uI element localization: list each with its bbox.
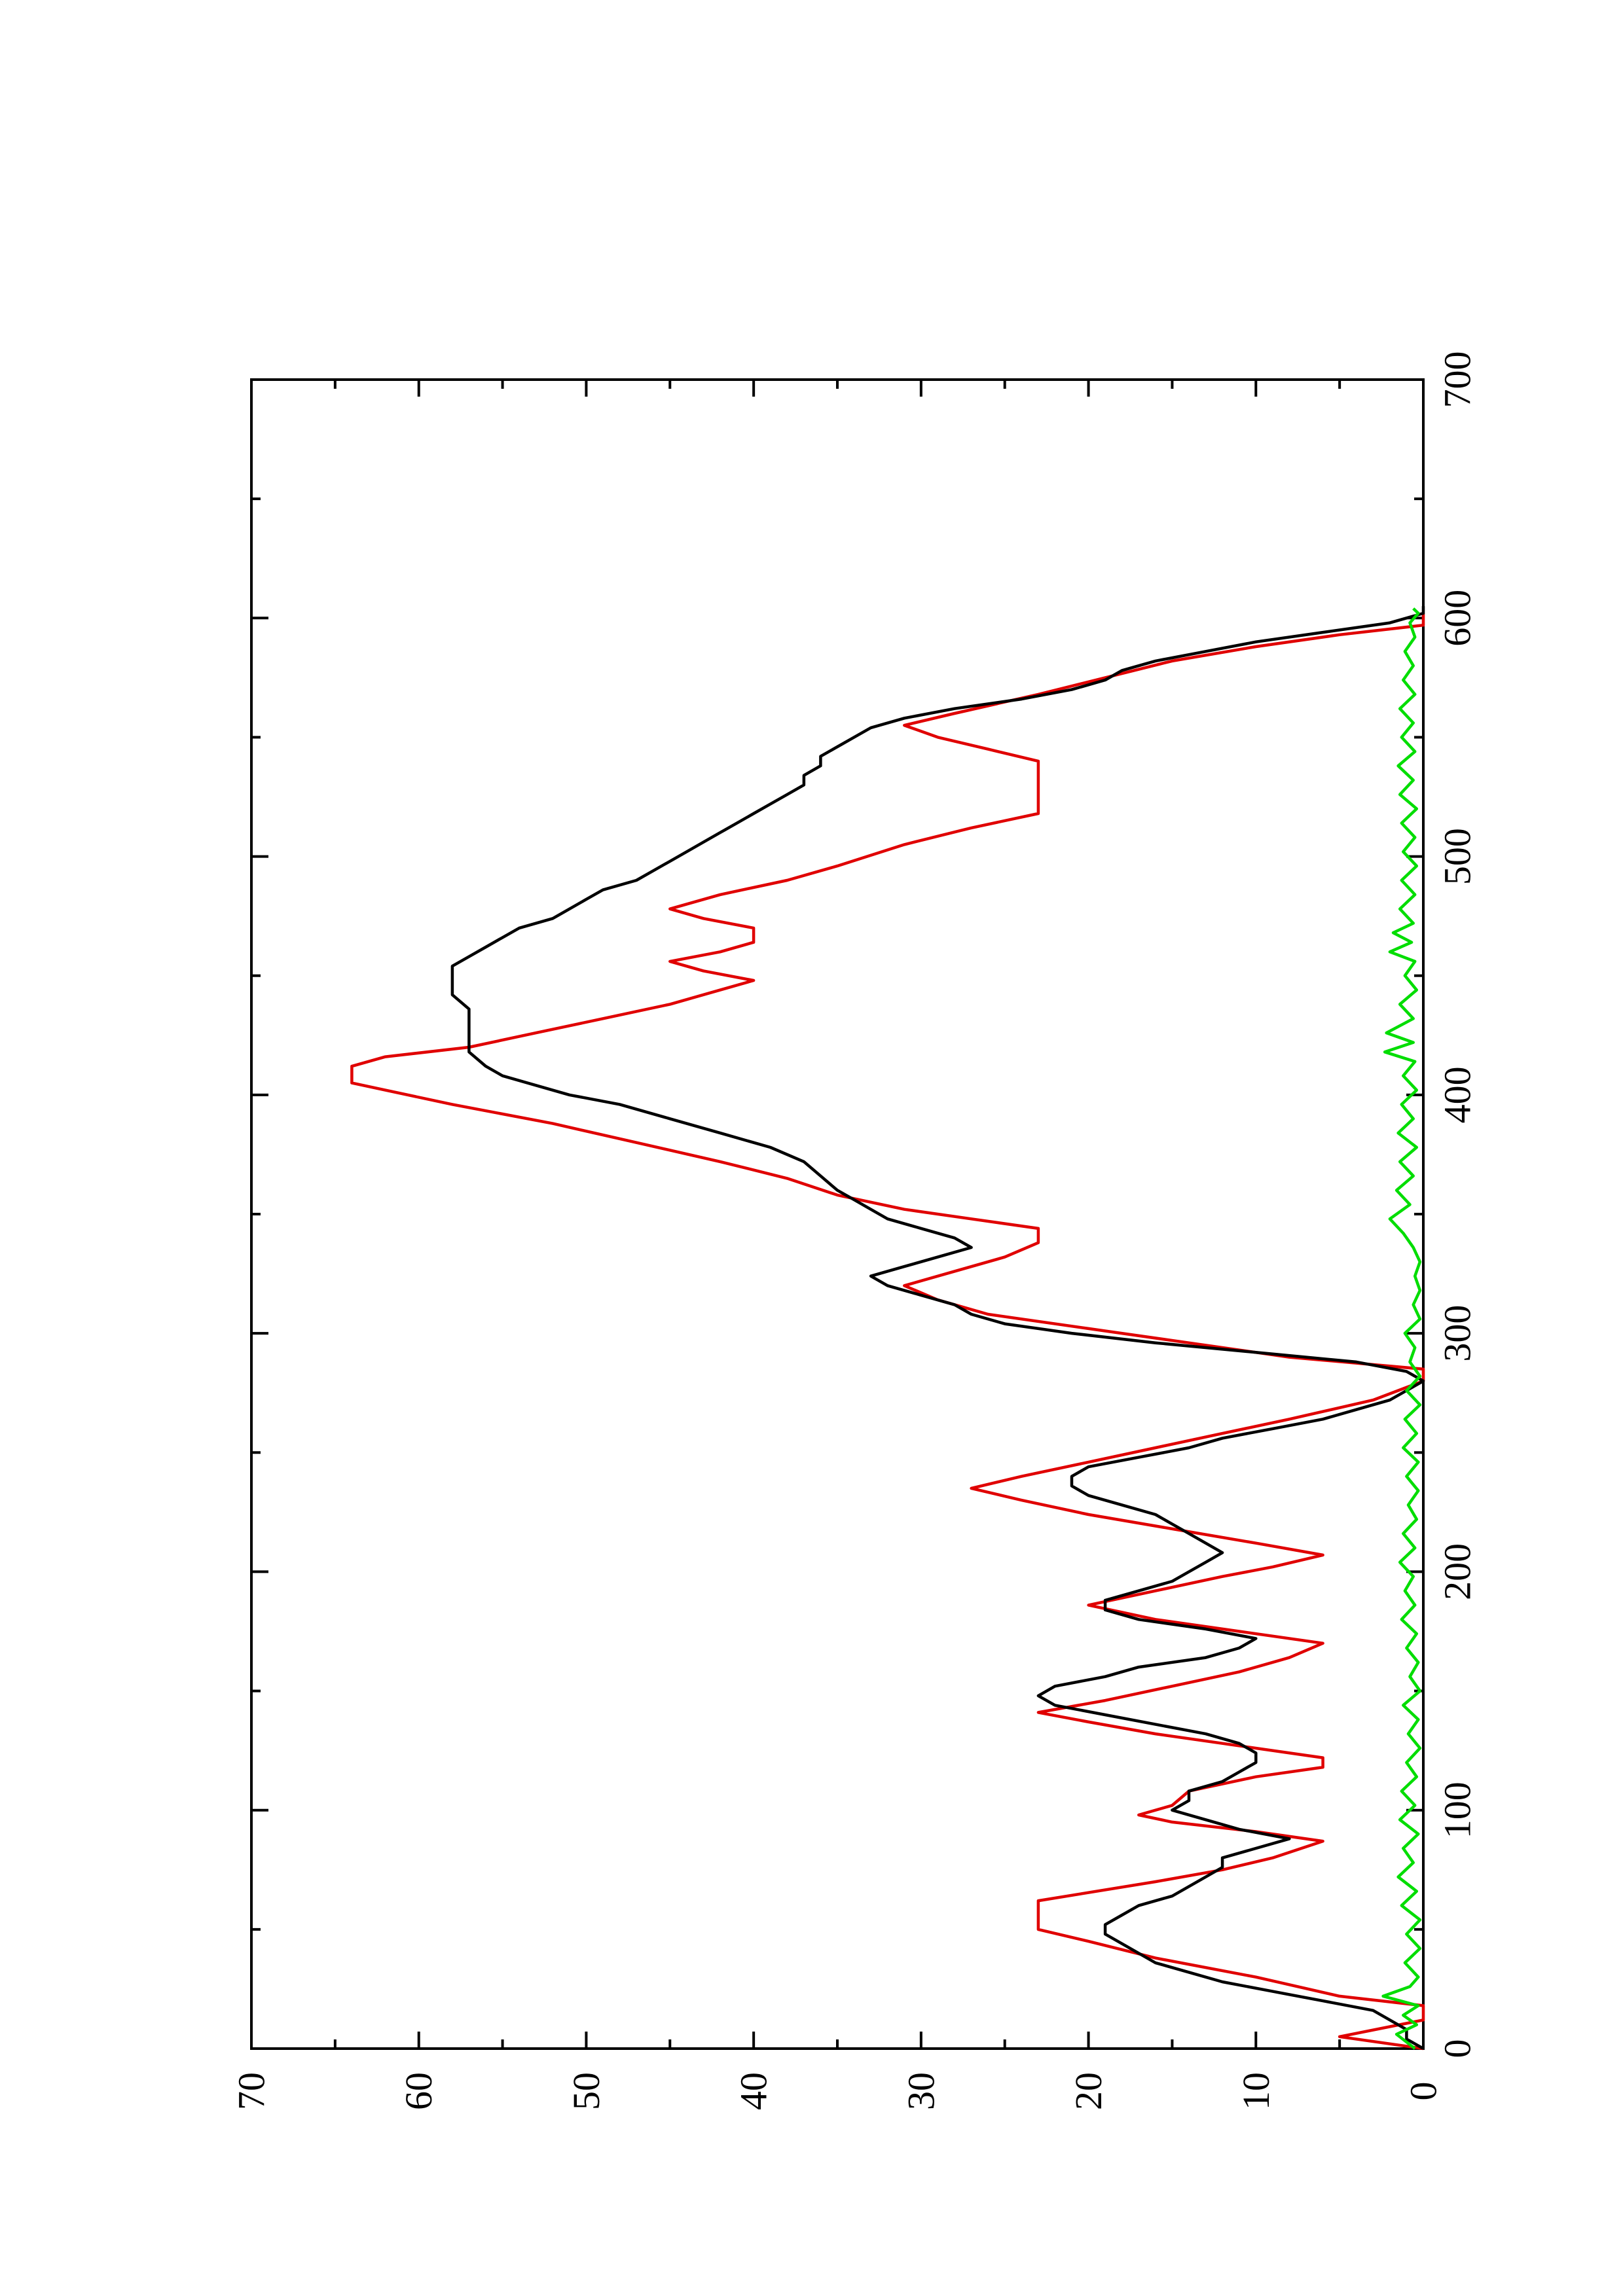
x-tick-label: 600	[1436, 590, 1479, 647]
y-tick-label: 0	[1402, 2082, 1445, 2101]
x-tick-label: 0	[1436, 2039, 1479, 2058]
plot-area	[350, 606, 1425, 2051]
y-tick-label: 50	[565, 2072, 608, 2110]
plot-frame	[250, 378, 1425, 2050]
x-tick-label: 100	[1436, 1782, 1479, 1839]
x-tick-label: 300	[1436, 1305, 1479, 1362]
series-line-2	[450, 606, 1425, 2050]
y-tick-label: 40	[733, 2072, 775, 2110]
axis-tick-labels: 0 100 200 300 400 500 600 700 0 10 20 30 40 50 60 70	[230, 351, 1479, 2111]
x-tick-label: 700	[1436, 351, 1479, 408]
series-line-3	[1381, 607, 1422, 2050]
x-tick-label: 400	[1436, 1066, 1479, 1123]
x-tick-label: 200	[1436, 1543, 1479, 1600]
axis-ticks	[250, 378, 1425, 2050]
y-tick-label: 70	[230, 2072, 273, 2110]
y-tick-label: 60	[397, 2072, 440, 2110]
y-tick-label: 30	[900, 2072, 942, 2110]
x-tick-label: 500	[1436, 828, 1479, 885]
y-tick-label: 10	[1235, 2072, 1277, 2110]
y-tick-label: 20	[1067, 2072, 1110, 2110]
